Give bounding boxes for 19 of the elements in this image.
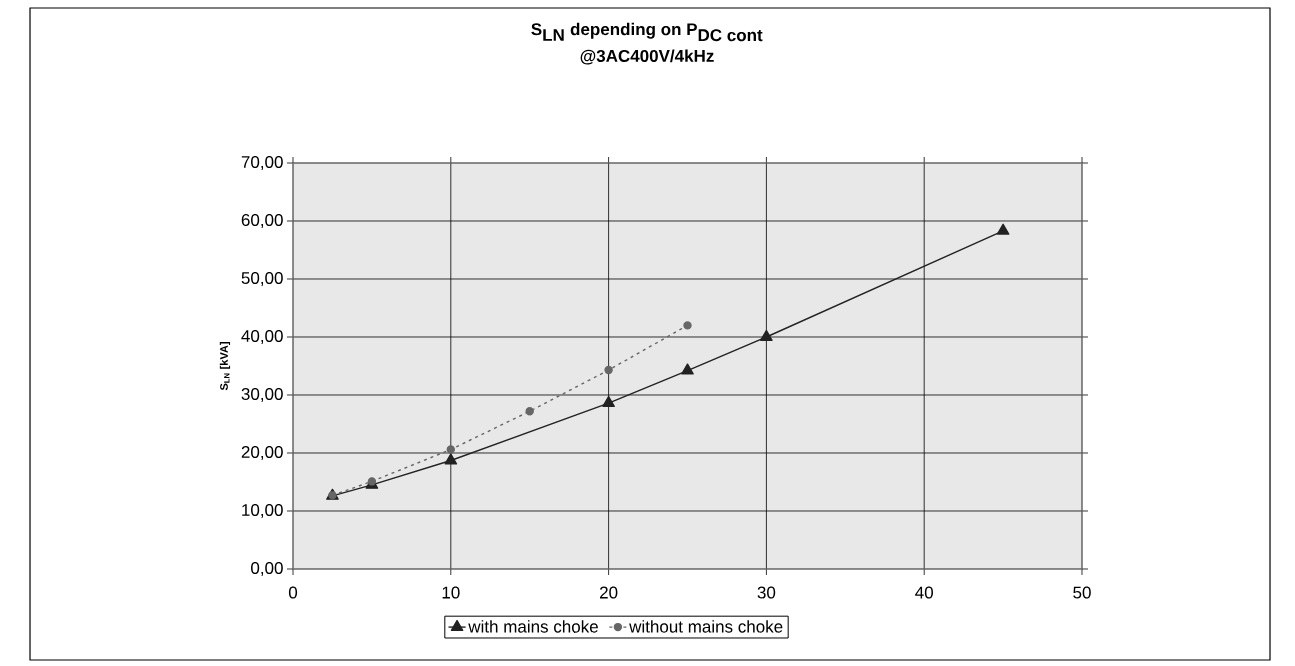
y-tick-label: 30,00	[241, 387, 283, 403]
y-tick-label: 70,00	[241, 155, 283, 171]
y-tick-label: 0,00	[251, 561, 283, 577]
chart-title: $\textbf{S}_{\textbf{LN}}\textbf{ depending on P}_{\textbf{DC cont}}$	[531, 22, 763, 42]
y-axis-title: S$_{LN}$ [kVA]	[219, 342, 231, 391]
x-tick-label: 10	[442, 586, 460, 599]
x-tick-label: 30	[757, 586, 776, 599]
y-tick-label: 50,00	[241, 271, 283, 287]
x-tick-label: 40	[915, 586, 933, 599]
x-tick-label: 20	[600, 586, 618, 599]
legend-label: without mains choke	[629, 620, 783, 633]
x-tick-label: 50	[1073, 586, 1091, 599]
y-tick-label: 40,00	[241, 329, 283, 345]
legend-label: with mains choke	[468, 620, 598, 633]
chart-subtitle: @3AC400V/4kHz	[580, 49, 714, 65]
y-tick-label: 10,00	[242, 503, 283, 519]
y-tick-label: 20,00	[241, 445, 283, 461]
x-tick-label: 0	[288, 586, 298, 599]
y-tick-label: 60,00	[241, 213, 283, 229]
